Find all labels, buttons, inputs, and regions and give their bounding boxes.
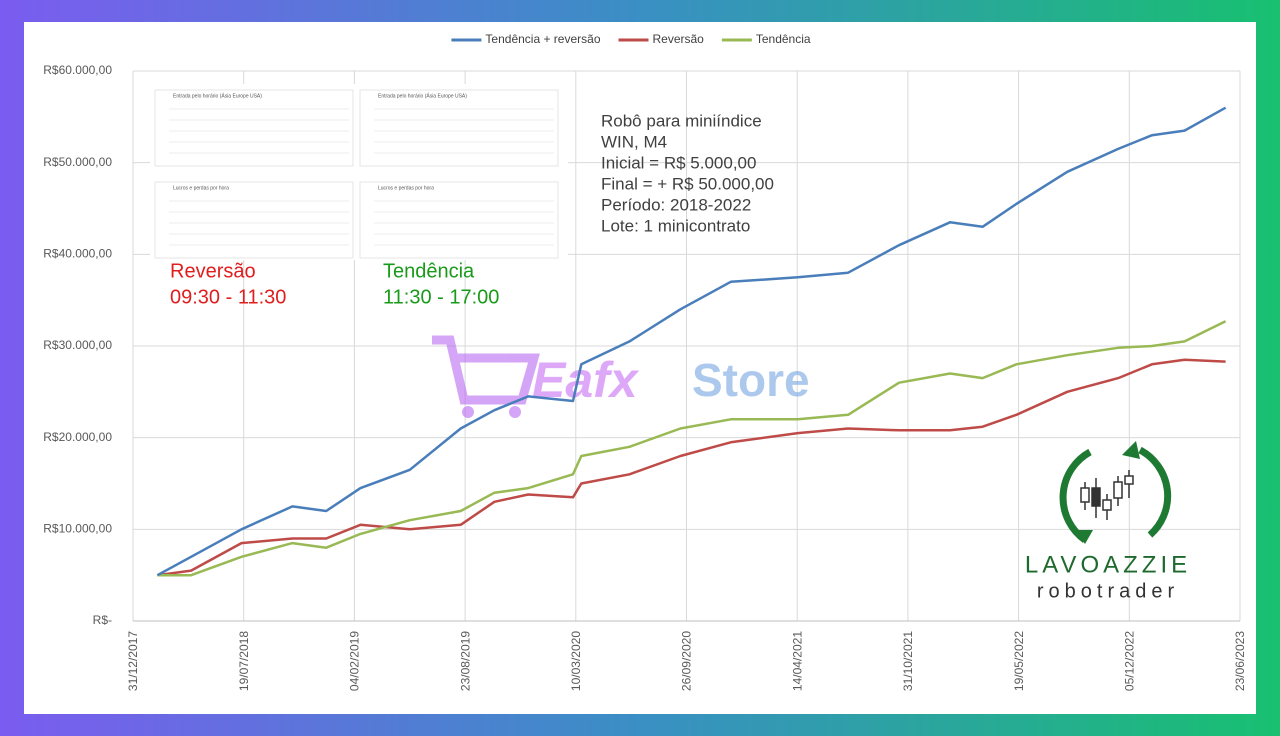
x-tick-label: 10/03/2020: [569, 631, 583, 691]
logo-candle: [1091, 487, 1101, 507]
x-tick-label: 19/05/2022: [1012, 631, 1026, 691]
x-tick-label: 23/06/2023: [1233, 631, 1247, 691]
legend-label: Reversão: [653, 32, 705, 46]
y-tick-label: R$60.000,00: [43, 63, 112, 77]
annotation-line: Robô para miniíndice: [601, 111, 762, 130]
watermark-text: Store: [692, 354, 810, 406]
series-line: [157, 358, 1226, 577]
logo-arrow: [1138, 446, 1172, 538]
inset-frame: [154, 89, 354, 167]
logo-candle: [1124, 475, 1134, 485]
logo-title: LAVOAZZIE: [1025, 551, 1191, 578]
annotation-line: Lote: 1 minicontrato: [601, 216, 750, 235]
series-line: [156, 106, 1227, 577]
inset-frame: [359, 181, 559, 259]
inset-title: Lucros e perdas por hora: [378, 185, 434, 191]
logo-arrow: [1059, 448, 1092, 543]
annotation-line: Final = + R$ 50.000,00: [601, 174, 774, 193]
x-tick-label: 31/10/2021: [901, 631, 915, 691]
x-tick-label: 31/12/2017: [126, 631, 140, 691]
legend-label: Tendência: [756, 32, 811, 46]
inset-title: Entrada pelo horário (Ásia Europe USA): [173, 92, 262, 99]
trend-hours: 11:30 - 17:00: [383, 286, 499, 308]
annotation-line: WIN, M4: [601, 132, 667, 151]
annotation-line: Período: 2018-2022: [601, 195, 751, 214]
reversal-label: Reversão: [170, 260, 256, 282]
x-tick-label: 04/02/2019: [348, 631, 362, 691]
watermark-cart: [432, 335, 540, 405]
logo-candle: [1113, 481, 1123, 499]
trend-label: Tendência: [383, 260, 475, 282]
x-tick-label: 14/04/2021: [790, 631, 804, 691]
y-tick-label: R$30.000,00: [43, 338, 112, 352]
legend-label: Tendência + reversão: [485, 32, 600, 46]
logo-subtitle: robotrader: [1037, 580, 1179, 602]
x-tick-label: 23/08/2019: [458, 631, 472, 691]
watermark-wheel: [462, 406, 474, 418]
y-tick-label: R$-: [93, 613, 112, 627]
watermark-text: Eafx: [532, 352, 640, 408]
logo-arrow: [1122, 441, 1140, 459]
logo-candle: [1080, 487, 1090, 503]
y-tick-label: R$50.000,00: [43, 155, 112, 169]
series-line: [157, 320, 1227, 577]
inset-frame: [359, 89, 559, 167]
inset-title: Entrada pelo horário (Ásia Europe USA): [378, 92, 467, 99]
x-tick-label: 05/12/2022: [1122, 631, 1136, 691]
logo-candle: [1102, 499, 1112, 511]
inset-frame: [154, 181, 354, 259]
reversal-hours: 09:30 - 11:30: [170, 286, 286, 308]
logo: LAVOAZZIE robotrader: [1025, 441, 1191, 602]
y-tick-label: R$10.000,00: [43, 522, 112, 536]
logo-arrow: [1075, 530, 1093, 544]
annotation-line: Inicial = R$ 5.000,00: [601, 153, 756, 172]
y-tick-label: R$40.000,00: [43, 247, 112, 261]
x-tick-label: 19/07/2018: [237, 631, 251, 691]
watermark-wheel: [509, 406, 521, 418]
x-tick-label: 26/09/2020: [680, 631, 694, 691]
inset-title: Lucros e perdas por hora: [173, 185, 229, 191]
y-tick-label: R$20.000,00: [43, 430, 112, 444]
